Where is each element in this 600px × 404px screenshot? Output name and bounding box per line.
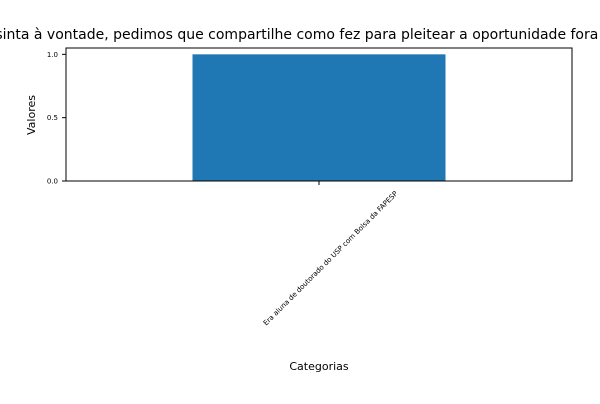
y-axis-ticks: 0.0 0.5 1.0 — [47, 51, 66, 186]
y-tick-label: 0.0 — [47, 178, 58, 186]
y-tick-label: 0.5 — [47, 114, 58, 122]
bar — [192, 54, 446, 182]
chart-title: Caso se sinta à vontade, pedimos que com… — [0, 27, 600, 43]
x-tick-label: Era aluna de doutorado do USP com Bolsa … — [262, 190, 400, 328]
x-axis-label: Categorias — [289, 360, 349, 373]
x-axis-ticks: Era aluna de doutorado do USP com Bolsa … — [262, 181, 400, 328]
y-axis-label: Valores — [25, 95, 38, 135]
bars-layer — [192, 54, 446, 182]
y-tick-label: 1.0 — [47, 51, 58, 59]
